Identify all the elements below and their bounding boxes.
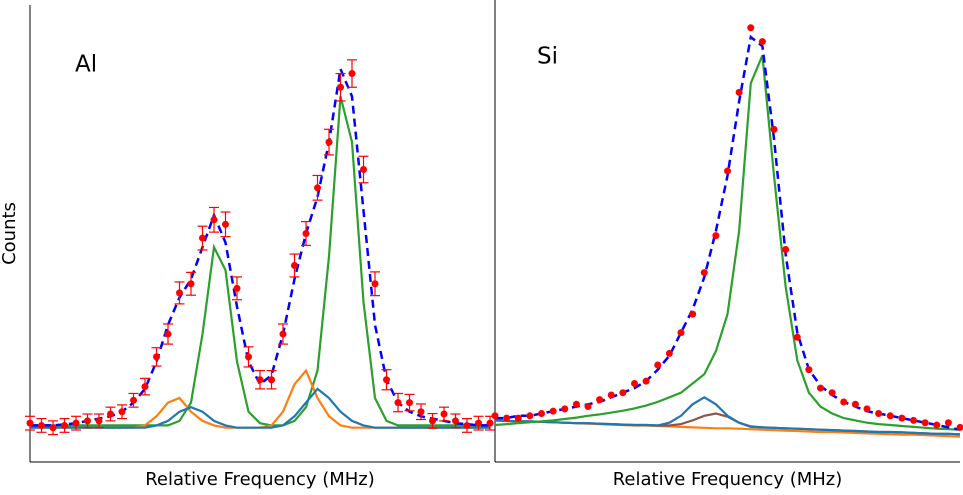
data-point (245, 353, 252, 360)
data-point (61, 422, 68, 429)
data-point (840, 398, 847, 405)
data-point (689, 311, 696, 318)
data-point (360, 166, 367, 173)
data-point (406, 399, 413, 406)
data-point (619, 389, 626, 396)
data-point (712, 232, 719, 239)
x-axis-label: Relative Frequency (MHz) (145, 469, 375, 490)
data-point (608, 392, 615, 399)
data-point (736, 89, 743, 96)
data-point (852, 401, 859, 408)
data-point (550, 408, 557, 415)
data-point (165, 331, 172, 338)
data-point (429, 417, 436, 424)
data-point (314, 184, 321, 191)
data-point (303, 230, 310, 237)
data-point (701, 269, 708, 276)
data-point (898, 415, 905, 422)
data-point (142, 383, 149, 390)
data-point (291, 262, 298, 269)
data-point (84, 417, 91, 424)
data-point (678, 329, 685, 336)
data-point (864, 405, 871, 412)
data-point (234, 285, 241, 292)
x-axis-label: Relative Frequency (MHz) (613, 469, 843, 490)
data-point (372, 280, 379, 287)
data-point (119, 408, 126, 415)
data-point (643, 378, 650, 385)
data-point (596, 396, 603, 403)
data-point (326, 139, 333, 146)
data-point (573, 401, 580, 408)
data-point (829, 389, 836, 396)
data-point (526, 412, 533, 419)
data-point (782, 246, 789, 253)
data-point (280, 331, 287, 338)
data-point (747, 24, 754, 31)
data-point (268, 376, 275, 383)
data-point (875, 410, 882, 417)
data-point (805, 366, 812, 373)
data-point (910, 417, 917, 424)
data-point (585, 403, 592, 410)
data-point (441, 411, 448, 418)
data-point (27, 420, 34, 427)
data-point (794, 334, 801, 341)
fit-curve (495, 37, 960, 430)
data-point (487, 420, 494, 427)
component-curve (495, 55, 960, 429)
data-point (631, 380, 638, 387)
data-point (515, 415, 522, 422)
data-point (475, 420, 482, 427)
data-point (222, 221, 229, 228)
data-point (349, 70, 356, 77)
data-point (452, 417, 459, 424)
data-point (654, 361, 661, 368)
data-point (464, 422, 471, 429)
data-point (96, 417, 103, 424)
data-point (199, 235, 206, 242)
data-point (666, 350, 673, 357)
data-point (771, 126, 778, 133)
panel-label: Al (75, 52, 97, 78)
data-point (257, 376, 264, 383)
data-point (153, 353, 160, 360)
data-point (724, 167, 731, 174)
data-point (503, 415, 510, 422)
data-point (38, 422, 45, 429)
data-point (887, 412, 894, 419)
data-point (418, 408, 425, 415)
data-point (945, 419, 952, 426)
data-point (188, 280, 195, 287)
data-point (933, 422, 940, 429)
data-point (817, 385, 824, 392)
data-point (395, 399, 402, 406)
data-point (50, 424, 57, 431)
data-point (561, 405, 568, 412)
panel-label: Si (537, 44, 558, 70)
data-point (383, 376, 390, 383)
data-point (73, 420, 80, 427)
data-point (107, 411, 114, 418)
data-point (492, 412, 499, 419)
data-point (176, 289, 183, 296)
data-point (759, 38, 766, 45)
data-point (538, 410, 545, 417)
data-point (922, 419, 929, 426)
data-point (211, 216, 218, 223)
data-point (337, 84, 344, 91)
y-axis-label: Counts (0, 202, 20, 265)
data-point (130, 397, 137, 404)
